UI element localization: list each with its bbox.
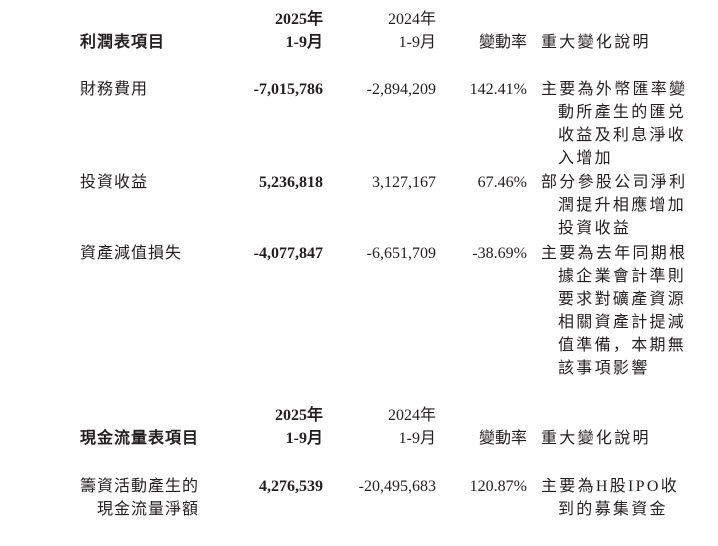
header-explanation: 重大變化說明 [541,430,651,447]
header-2025-year: 2025年 [274,407,323,424]
item-label-line: 籌資活動產生的 [80,478,200,495]
value-2025: -7,015,786 [253,81,323,98]
value-2025: -4,077,847 [253,245,323,262]
explanation-line: 動所產生的匯兑 [558,104,687,121]
explanation-line: 收益及利息淨收 [558,127,687,144]
header-2024-period: 1-9月 [398,34,436,51]
row-item-label: 投資收益 [80,171,148,194]
header-change-rate: 變動率 [478,430,527,447]
explanation: 部分參股公司淨利潤提升相應增加 投資收益 [541,171,687,240]
change-rate: 142.41% [469,81,527,98]
header-change-rate: 變動率 [478,34,527,51]
explanation-line: 據企業會計準則 [558,268,687,285]
explanation: 主要為H股IPO收 到的募集資金 [541,475,679,521]
header-2024-year: 2024年 [387,11,436,28]
explanation-line: 到的募集資金 [558,501,668,518]
header-2025-period: 1-9月 [285,430,323,447]
explanation-line: 要求對礦產資源 [558,291,687,308]
change-rate: 67.46% [477,174,527,191]
header-2025-year: 2025年 [274,11,323,28]
explanation-line: 相關資產計提減 [558,314,687,331]
explanation-line: 主要為去年同期根 [541,245,688,262]
row-item-label: 資產減值損失 [80,242,182,265]
explanation-line: 入增加 [558,150,613,167]
value-2024: -2,894,209 [366,81,436,98]
header-item: 現金流量表項目 [80,430,200,447]
explanation-line: 主要為H股IPO收 [541,478,680,495]
explanation: 主要為外幣匯率變動所產生的匯兑 收益及利息淨收 入增加 [541,78,687,170]
value-2024: -20,495,683 [358,478,436,495]
item-label-line: 投資收益 [80,174,149,191]
explanation-line: 投資收益 [558,220,632,237]
explanation: 主要為去年同期根據企業會計準則 要求對礦產資源 相關資產計提減 值準備，本期無 該事項影… [541,242,687,380]
header-2025-period: 1-9月 [285,34,323,51]
change-rate: -38.69% [472,245,527,262]
explanation-line: 值準備，本期無 [558,337,687,354]
change-rate: 120.87% [469,478,527,495]
header-2024-period: 1-9月 [398,430,436,447]
item-label-line: 資產減值損失 [80,245,183,262]
value-2024: -6,651,709 [366,245,436,262]
item-label-line: 現金流量淨額 [97,501,200,518]
value-2025: 4,276,539 [259,478,323,495]
explanation-line: 該事項影響 [558,360,650,377]
explanation-line: 潤提升相應增加 [558,197,687,214]
item-label-line: 財務費用 [80,81,149,98]
row-item-label: 籌資活動產生的現金流量淨額 [80,475,199,521]
header-explanation: 重大變化說明 [541,34,651,51]
header-item: 利潤表項目 [80,34,166,51]
value-2025: 5,236,818 [259,174,323,191]
header-2024-year: 2024年 [387,407,436,424]
row-item-label: 財務費用 [80,78,148,101]
explanation-line: 主要為外幣匯率變 [541,81,688,98]
explanation-line: 部分參股公司淨利 [541,174,688,191]
value-2024: 3,127,167 [372,174,436,191]
